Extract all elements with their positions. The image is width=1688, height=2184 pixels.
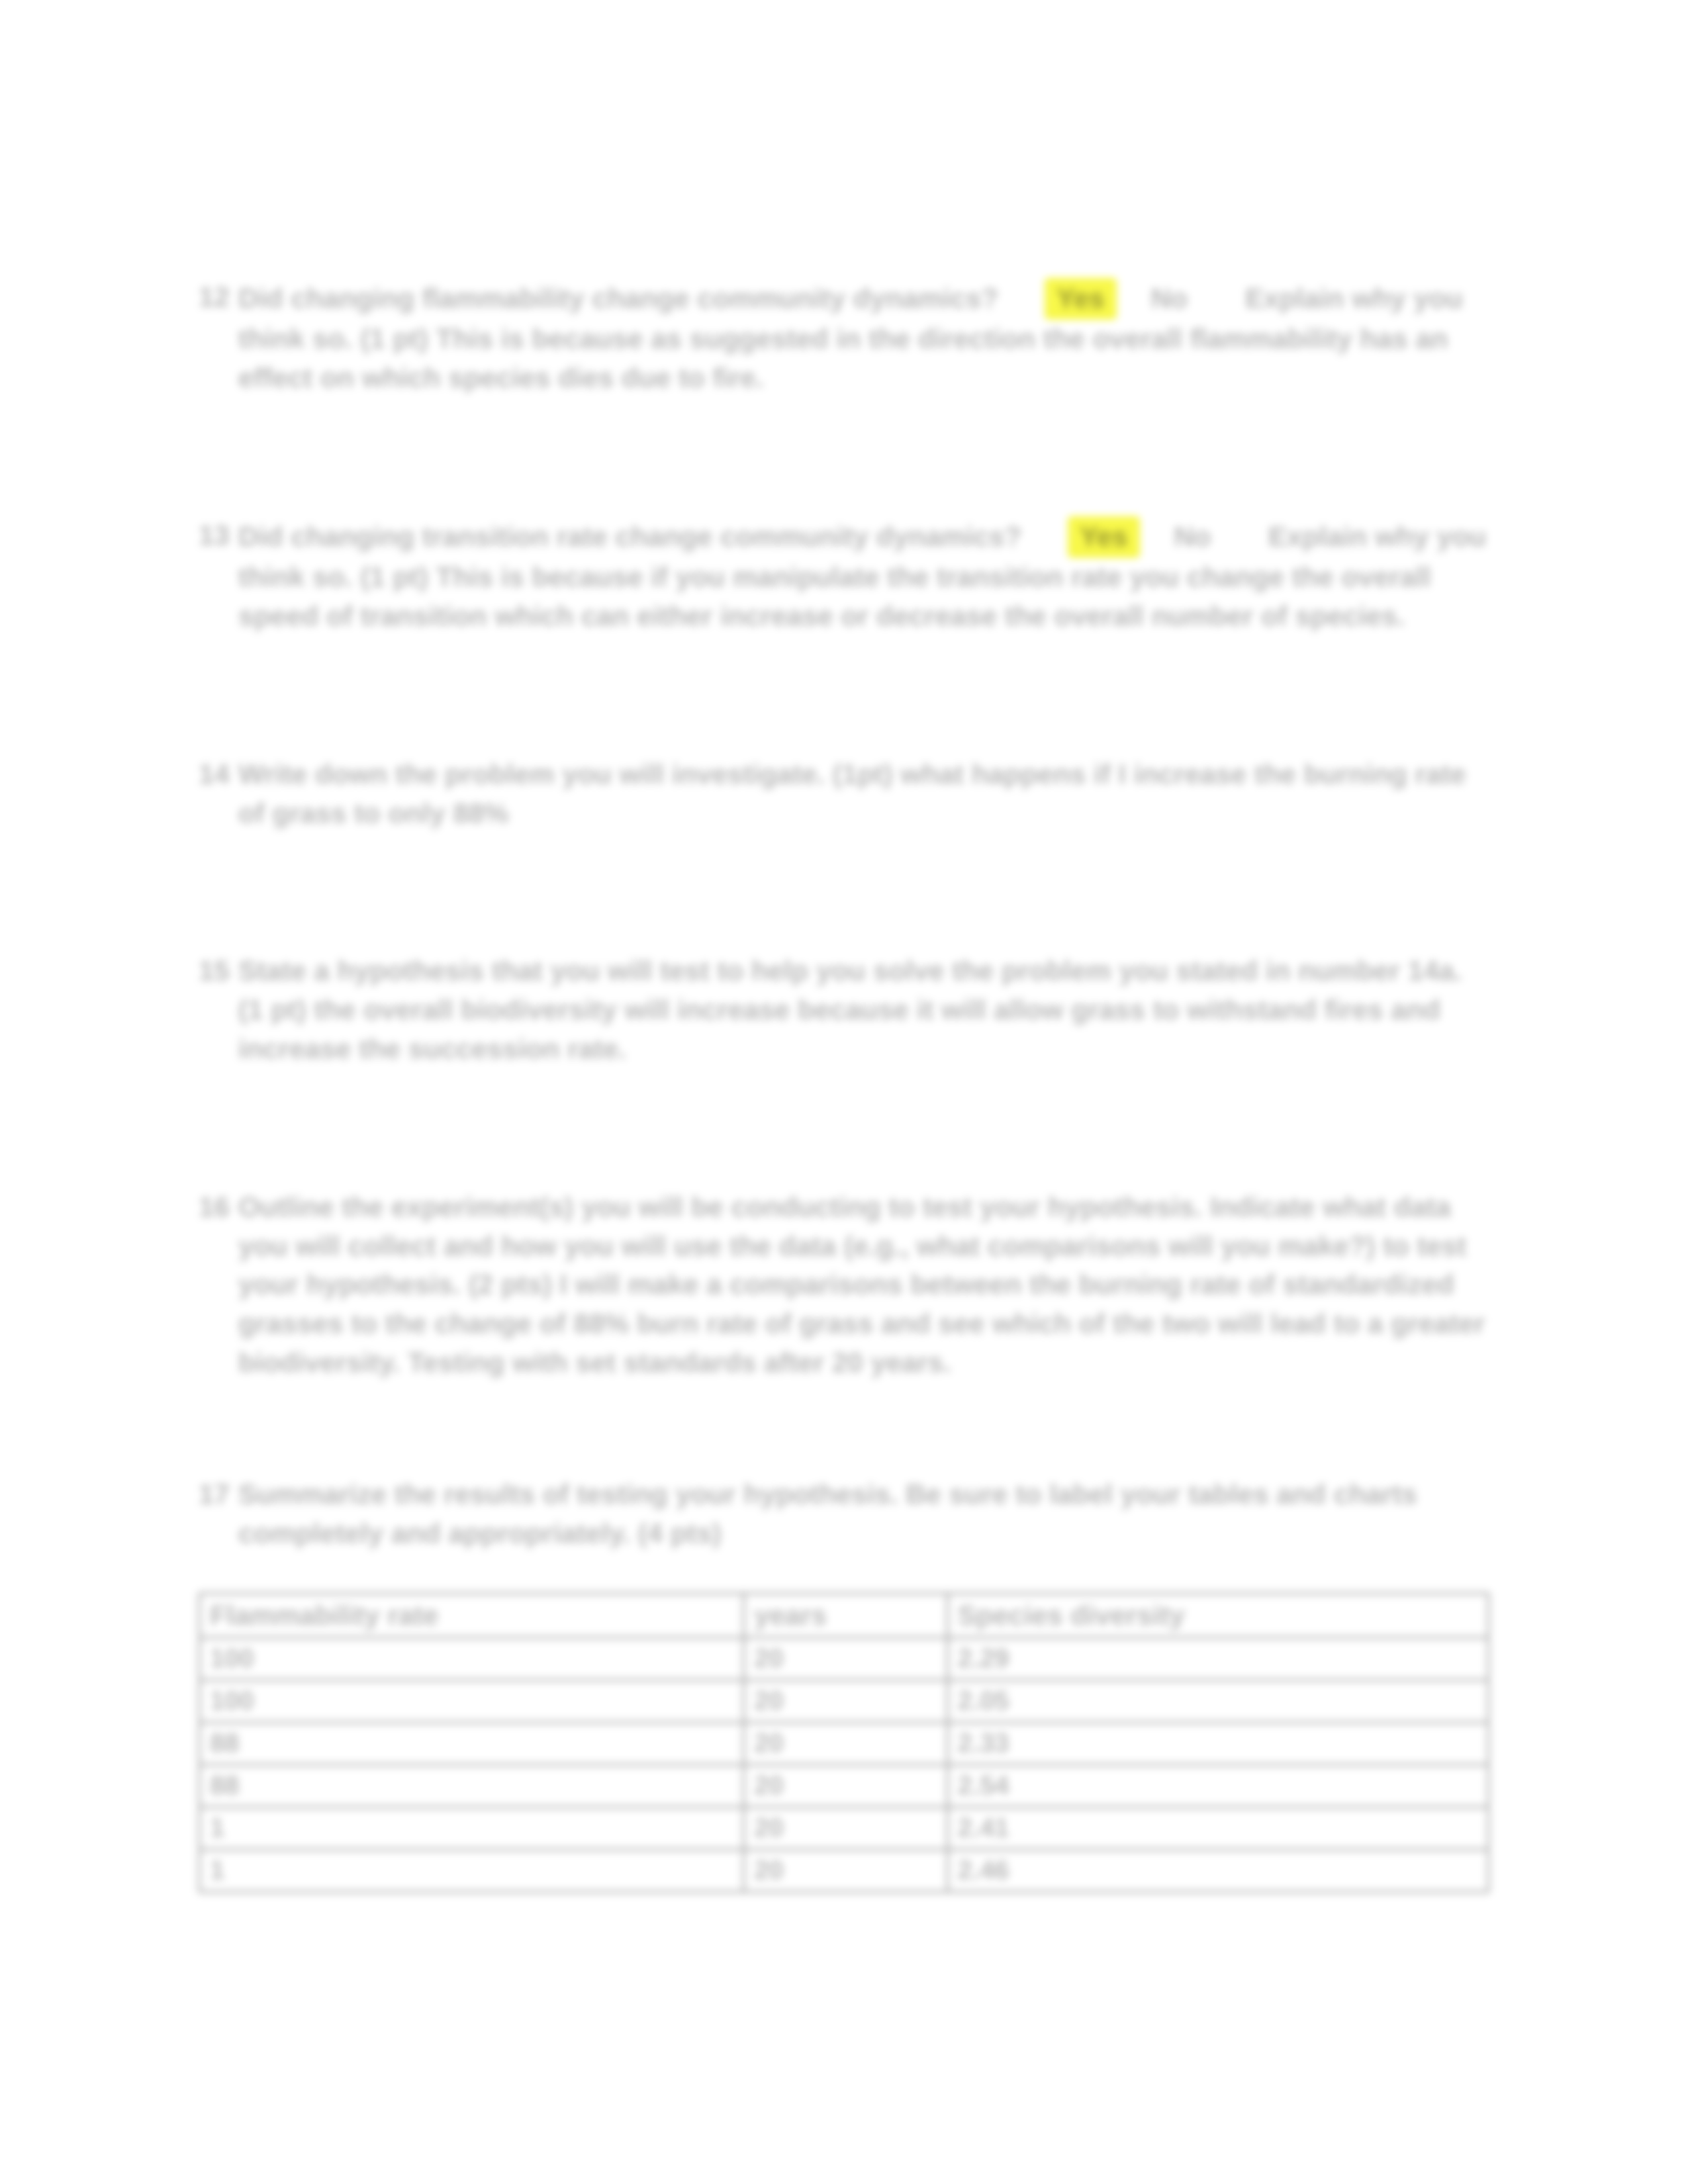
col-header-years: years [744, 1594, 947, 1638]
table-row: 1202.46 [200, 1850, 1489, 1892]
table-cell: 100 [200, 1638, 744, 1680]
question-text: Summarize the results of testing your hy… [238, 1475, 1489, 1553]
question-body: Did changing transition rate change comm… [238, 516, 1489, 635]
table-cell: 2.05 [947, 1680, 1488, 1723]
question-17: 17 Summarize the results of testing your… [199, 1475, 1489, 1553]
table-cell: 2.41 [947, 1807, 1488, 1850]
question-prompt: Did changing transition rate change comm… [238, 521, 1021, 552]
question-number: 14 [199, 755, 238, 833]
table-cell: 20 [744, 1850, 947, 1892]
table-cell: 20 [744, 1723, 947, 1765]
table-cell: 1 [200, 1850, 744, 1892]
table-cell: 88 [200, 1723, 744, 1765]
question-15: 15 State a hypothesis that you will test… [199, 952, 1489, 1068]
question-13: 13 Did changing transition rate change c… [199, 516, 1489, 635]
question-number: 16 [199, 1188, 238, 1383]
table-cell: 20 [744, 1680, 947, 1723]
table-header-row: Flammability rate years Species diversit… [200, 1594, 1489, 1638]
col-header-flammability: Flammability rate [200, 1594, 744, 1638]
question-prompt: Did changing flammability change communi… [238, 283, 998, 314]
question-12: 12 Did changing flammability change comm… [199, 278, 1489, 397]
question-number: 17 [199, 1475, 238, 1553]
question-text: State a hypothesis that you will test to… [238, 952, 1489, 1068]
question-number: 15 [199, 952, 238, 1068]
table-cell: 2.33 [947, 1723, 1488, 1765]
table-cell: 2.54 [947, 1765, 1488, 1807]
table-cell: 88 [200, 1765, 744, 1807]
table-cell: 20 [744, 1807, 947, 1850]
question-body: Did changing flammability change communi… [238, 278, 1489, 397]
question-number: 13 [199, 516, 238, 635]
table-body: 100202.29100202.0588202.3388202.541202.4… [200, 1638, 1489, 1892]
document-page: 12 Did changing flammability change comm… [0, 0, 1688, 2184]
question-text: Write down the problem you will investig… [238, 755, 1489, 833]
question-14: 14 Write down the problem you will inves… [199, 755, 1489, 833]
table-header: Flammability rate years Species diversit… [200, 1594, 1489, 1638]
question-16: 16 Outline the experiment(s) you will be… [199, 1188, 1489, 1383]
table-row: 1202.41 [200, 1807, 1489, 1850]
table-cell: 100 [200, 1680, 744, 1723]
table-row: 100202.29 [200, 1638, 1489, 1680]
answer-yes-highlighted: Yes [1068, 516, 1139, 558]
answer-no: No [1150, 283, 1188, 314]
question-number: 12 [199, 278, 238, 397]
answer-no: No [1174, 521, 1211, 552]
table-row: 100202.05 [200, 1680, 1489, 1723]
answer-yes-highlighted: Yes [1045, 278, 1116, 320]
results-table: Flammability rate years Species diversit… [199, 1592, 1489, 1893]
table-cell: 20 [744, 1765, 947, 1807]
table-cell: 2.46 [947, 1850, 1488, 1892]
table-cell: 20 [744, 1638, 947, 1680]
table-cell: 1 [200, 1807, 744, 1850]
question-text: Outline the experiment(s) you will be co… [238, 1188, 1489, 1383]
table-row: 88202.54 [200, 1765, 1489, 1807]
col-header-diversity: Species diversity [947, 1594, 1488, 1638]
table-cell: 2.29 [947, 1638, 1488, 1680]
table-row: 88202.33 [200, 1723, 1489, 1765]
